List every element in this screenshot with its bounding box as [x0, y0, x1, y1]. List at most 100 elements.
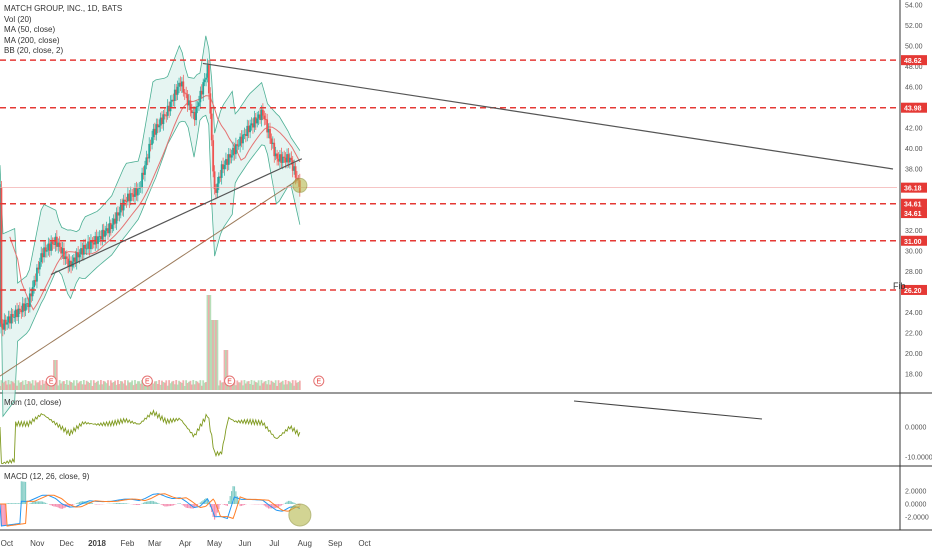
price-level-label: 34.61 [904, 211, 922, 218]
volume-bar [263, 381, 266, 390]
macd-histogram-bar [17, 503, 20, 504]
candle-body [217, 176, 220, 184]
macd-histogram-bar [196, 504, 199, 506]
macd-histogram-bar [154, 501, 156, 504]
volume-bar [252, 384, 254, 390]
candle-body [190, 110, 193, 114]
macd-histogram-bar [0, 504, 3, 527]
macd-tick-label: 0.0000 [905, 502, 927, 509]
macd-histogram-bar [32, 502, 34, 504]
candle-body [195, 106, 197, 121]
volume-bar [239, 382, 242, 390]
price-label-box [901, 284, 927, 295]
chart-legend: MATCH GROUP, INC., 1D, BATS Vol (20) MA … [4, 4, 122, 57]
candle-body [61, 248, 64, 254]
volume-bar [281, 380, 284, 390]
candle-body [165, 115, 168, 117]
price-level-label: 31.00 [904, 239, 922, 246]
macd-histogram-bar [280, 504, 282, 506]
price-label-box [901, 208, 927, 219]
volume-bar [180, 382, 183, 390]
candle-body [227, 154, 230, 165]
volume-bar [206, 295, 209, 390]
volume-bar [254, 382, 257, 390]
macd-signal-line [0, 493, 300, 527]
macd-histogram-bar [81, 501, 84, 504]
macd-histogram-bar [213, 504, 216, 520]
candle-body [51, 241, 54, 245]
candle-body [168, 105, 170, 112]
candle-body [279, 154, 281, 162]
volume-bar [271, 381, 274, 390]
candle-body [159, 117, 162, 126]
price-tick-label: 22.00 [905, 331, 923, 338]
volume-bar [215, 320, 217, 390]
candle-body [161, 117, 163, 125]
candle-body [85, 248, 88, 250]
candle-body [13, 317, 16, 318]
candle-body [260, 109, 263, 120]
macd-histogram-bar [206, 498, 209, 504]
volume-bar [286, 384, 288, 390]
macd-histogram-bar [194, 504, 196, 508]
macd-histogram-bar [123, 503, 125, 504]
volume-bar [284, 380, 287, 390]
volume-bar [183, 385, 186, 390]
price-tick-label: 28.00 [905, 269, 923, 276]
macd-histogram-bar [20, 481, 22, 504]
candle-body [176, 86, 179, 95]
candle-body [87, 241, 90, 249]
candle-body [18, 308, 21, 311]
macd-histogram-bar [232, 486, 234, 504]
macd-histogram-bar [46, 503, 48, 504]
volume-bar [54, 360, 57, 390]
price-label-box [901, 182, 927, 193]
volume-bar [142, 385, 145, 390]
macd-histogram-bar [13, 503, 15, 504]
volume-bar [240, 380, 243, 390]
candle-body [207, 65, 210, 94]
candle-body [188, 100, 190, 106]
macd-histogram-bar [225, 504, 227, 506]
volume-bar [159, 384, 162, 390]
candle-body [102, 229, 105, 237]
candle-body [293, 166, 296, 171]
candle-body [146, 157, 149, 159]
candle-body [237, 145, 240, 147]
volume-bar [149, 385, 152, 390]
candle-body [91, 240, 94, 243]
price-tick-label: 24.00 [905, 310, 923, 317]
volume-bar [280, 381, 283, 390]
macd-histogram-bar [181, 504, 183, 505]
candle-body [172, 99, 175, 101]
mom-legend: Mom (10, close) [4, 398, 62, 407]
candle-body [10, 314, 13, 324]
volume-bar [163, 382, 166, 390]
macd-histogram-bar [231, 491, 233, 504]
macd-histogram-bar [7, 503, 10, 504]
candle-body [256, 118, 259, 124]
volume-bar [9, 384, 11, 390]
volume-bar [151, 380, 153, 390]
candle-body [264, 119, 267, 120]
candle-body [55, 236, 58, 247]
volume-bar [55, 360, 58, 390]
volume-bar [199, 380, 202, 390]
price-level-label: 34.61 [904, 202, 922, 209]
candle-body [77, 252, 80, 258]
macd-histogram-bar [279, 504, 281, 507]
volume-bar [6, 384, 9, 390]
candle-body [95, 236, 98, 244]
candle-body [109, 223, 112, 229]
candle-body [88, 241, 91, 250]
candle-body [41, 253, 44, 258]
volume-bar [0, 386, 1, 390]
volume-bar [63, 381, 65, 390]
candle-body [43, 247, 45, 258]
candle-body [249, 125, 251, 133]
candle-body [78, 254, 81, 258]
volume-bar [259, 385, 261, 390]
macd-histogram-bar [37, 501, 39, 504]
candle-body [6, 322, 9, 325]
